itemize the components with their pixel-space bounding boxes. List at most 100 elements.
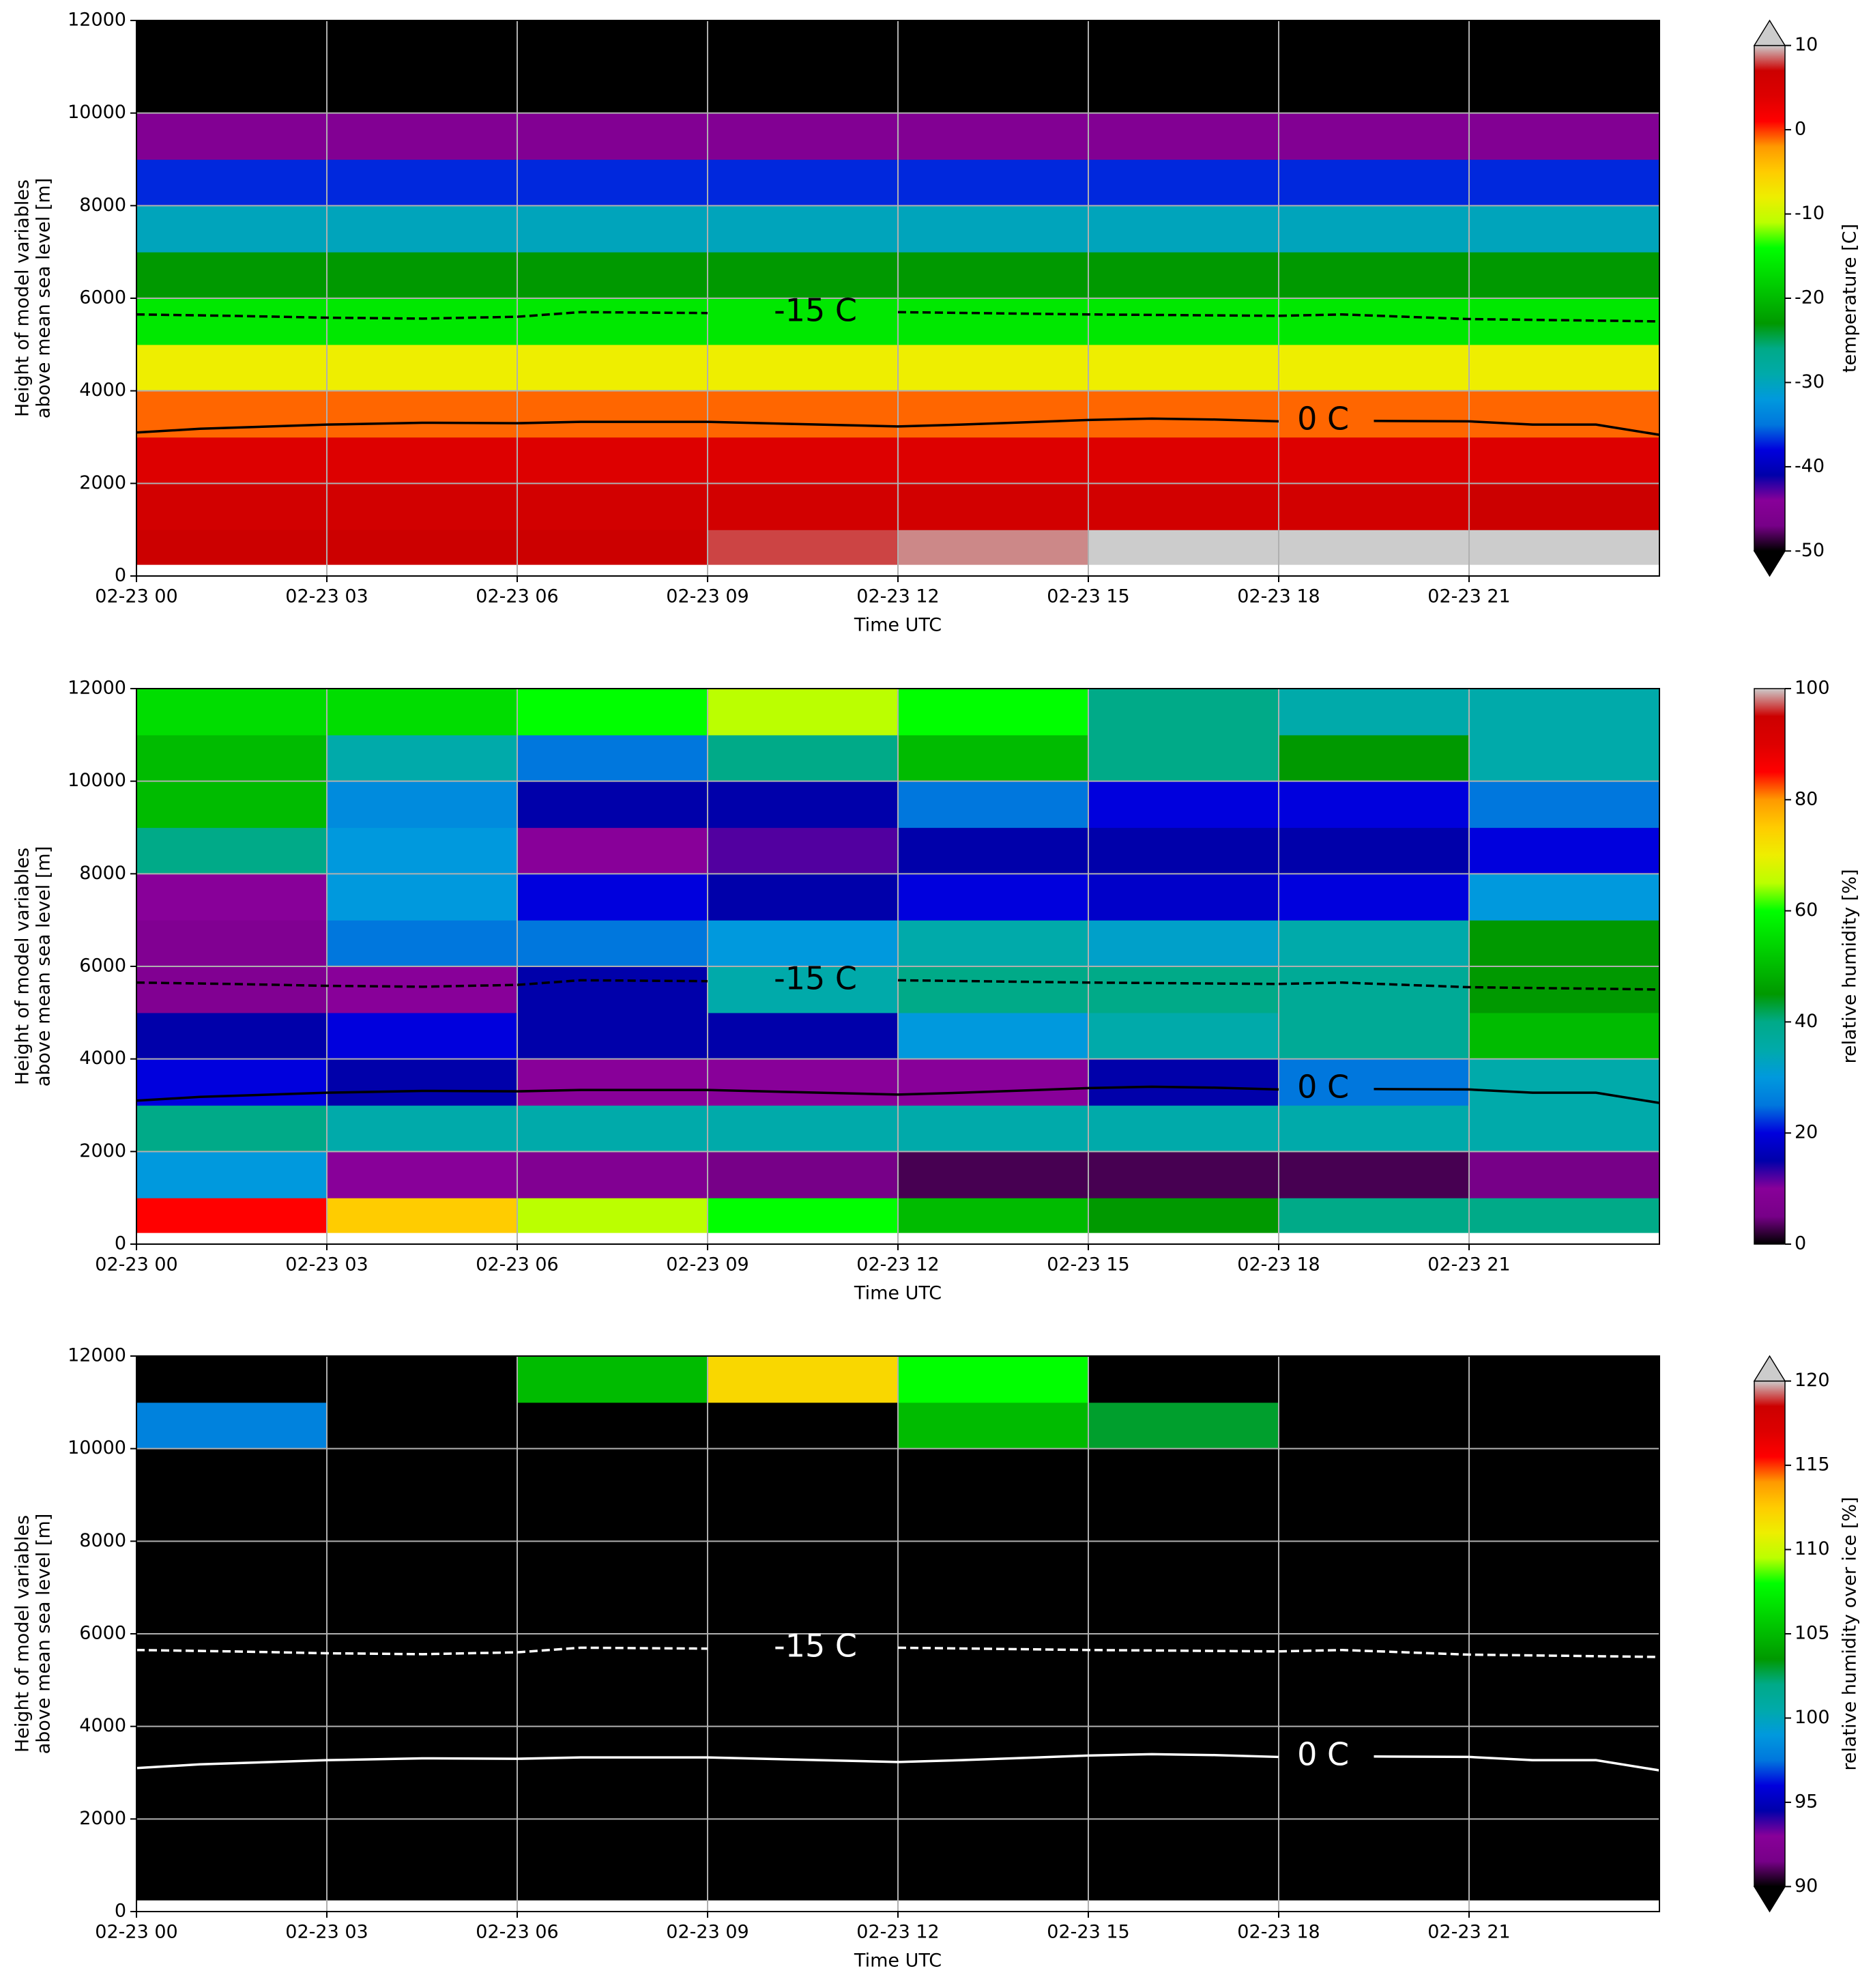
heatmap-cell [327, 966, 518, 1013]
y-axis-label: Height of model variables [12, 1515, 33, 1753]
heatmap-cell [136, 966, 328, 1013]
colorbar-extend-max [1753, 1355, 1786, 1382]
heatmap-cell [708, 298, 899, 345]
y-tick-label: 0 [115, 1901, 126, 1922]
heatmap-cell [1469, 1541, 1660, 1588]
heatmap-cell [708, 530, 899, 565]
heatmap-cell [517, 1726, 708, 1774]
contour-label: -15 C [774, 1628, 857, 1665]
heatmap-cell [1469, 1587, 1660, 1634]
heatmap-cell [517, 1151, 708, 1198]
heatmap-cell [517, 1402, 708, 1450]
heatmap-cell [1469, 1198, 1660, 1233]
heatmap-cell [1088, 66, 1279, 114]
heatmap-cell [1279, 437, 1470, 484]
heatmap-cell [517, 437, 708, 484]
heatmap-cell [1279, 734, 1470, 782]
heatmap-cell [708, 252, 899, 299]
heatmap-cell [708, 781, 899, 829]
y-tick-label: 6000 [79, 287, 126, 308]
heatmap-cell [1469, 1151, 1660, 1198]
heatmap-cell [898, 966, 1089, 1013]
heatmap-cell [517, 874, 708, 921]
heatmap-cell [517, 1012, 708, 1060]
heatmap-cell [898, 344, 1089, 392]
heatmap-cell [517, 734, 708, 782]
heatmap-cell [327, 920, 518, 967]
heatmap-cell [898, 1587, 1089, 1634]
heatmap-cell [136, 1495, 328, 1542]
heatmap-cell [708, 1012, 899, 1060]
heatmap-cell [517, 1680, 708, 1727]
heatmap-cell [1279, 1058, 1470, 1106]
colorbar-label: relative humidity [%] [1840, 869, 1861, 1064]
heatmap-cell [327, 113, 518, 160]
heatmap-cell [1469, 66, 1660, 114]
heatmap-cell [708, 874, 899, 921]
heatmap-cell [1088, 1819, 1279, 1866]
heatmap-cell [1469, 437, 1660, 484]
heatmap-cell [708, 66, 899, 114]
heatmap-cell [327, 1680, 518, 1727]
colorbar-tick-label: 0 [1795, 1233, 1806, 1254]
heatmap-cell [517, 344, 708, 392]
heatmap-cell [136, 1865, 328, 1901]
heatmap-cell [327, 874, 518, 921]
heatmap-cell [517, 530, 708, 565]
heatmap-cell [1088, 966, 1279, 1013]
heatmap-cell [327, 159, 518, 206]
heatmap-cell [136, 1587, 328, 1634]
heatmap-cell [517, 483, 708, 530]
colorbar-tick-label: -30 [1795, 371, 1825, 392]
heatmap-cell [1469, 530, 1660, 565]
heatmap-cell [708, 344, 899, 392]
contour-line [136, 311, 1660, 323]
heatmap-cell [1469, 483, 1660, 530]
heatmap-cell [517, 689, 708, 736]
y-tick-label: 2000 [79, 1140, 126, 1162]
heatmap-cell [327, 66, 518, 114]
heatmap-cell [898, 1680, 1089, 1727]
heatmap-cell [327, 1819, 518, 1866]
colorbar-tick-label: 95 [1795, 1791, 1818, 1812]
x-tick-label: 02-23 06 [476, 1254, 558, 1276]
x-tick-label: 02-23 12 [856, 1254, 939, 1276]
heatmap-cell [517, 966, 708, 1013]
colorbar-extend-min [1753, 550, 1786, 577]
heatmap-cell [708, 113, 899, 160]
heatmap-cell [1279, 344, 1470, 392]
heatmap-cell [1469, 1772, 1660, 1819]
contour-label: 0 C [1297, 1736, 1349, 1773]
heatmap-cell [327, 1865, 518, 1901]
contour-line [136, 1085, 1660, 1104]
heatmap-cell [708, 966, 899, 1013]
y-tick-label: 4000 [79, 379, 126, 401]
y-tick-label: 12000 [68, 678, 126, 699]
heatmap-cell [136, 159, 328, 206]
heatmap-cell [327, 1356, 518, 1403]
colorbar-label: relative humidity over ice [%] [1840, 1497, 1861, 1770]
colorbar-tick-label: 60 [1795, 899, 1818, 921]
heatmap-cell [708, 159, 899, 206]
contour-label: 0 C [1297, 1069, 1349, 1106]
heatmap-cell [327, 1726, 518, 1774]
heatmap-cell [1469, 1402, 1660, 1450]
heatmap-cell [1088, 920, 1279, 967]
heatmap-cell [327, 20, 518, 68]
colorbar-tick-label: 20 [1795, 1122, 1818, 1143]
heatmap-cell [1088, 437, 1279, 484]
heatmap-cell [708, 689, 899, 736]
heatmap-cell [327, 781, 518, 829]
heatmap-cell [1088, 298, 1279, 345]
heatmap-cell [1279, 920, 1470, 967]
heatmap-cell [1088, 344, 1279, 392]
heatmap-cell [1088, 781, 1279, 829]
heatmap-cell [708, 827, 899, 874]
heatmap-cell [327, 530, 518, 565]
heatmap-cell [708, 1587, 899, 1634]
heatmap-cell [898, 437, 1089, 484]
heatmap-cell [708, 1495, 899, 1542]
heatmap-cell [136, 874, 328, 921]
heatmap-cell [1088, 1402, 1279, 1450]
heatmap-cell [1469, 1819, 1660, 1866]
